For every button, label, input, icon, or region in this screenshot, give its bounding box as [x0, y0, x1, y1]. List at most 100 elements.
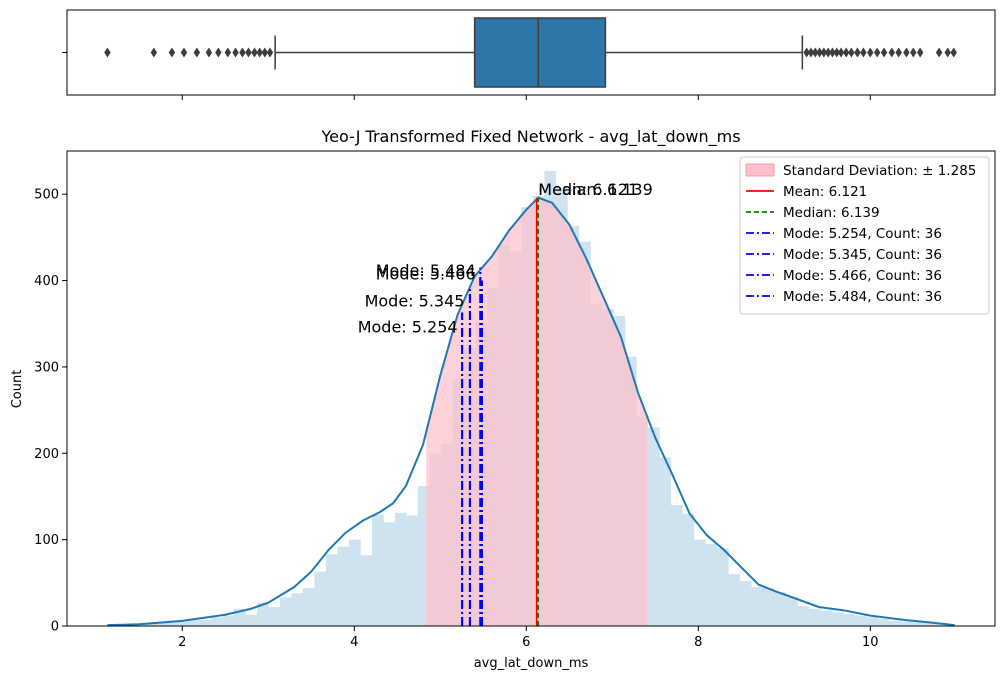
outlier-point: [910, 47, 917, 58]
outlier-point: [812, 47, 819, 58]
line-annotation: Median: 6.139: [538, 180, 652, 199]
boxplot-panel: [62, 9, 996, 100]
outlier-point: [807, 47, 815, 58]
legend-box: [739, 156, 990, 315]
histogram-bar: [245, 614, 258, 626]
histogram-bar: [877, 619, 890, 626]
outlier-point: [837, 47, 845, 58]
x-axis-label: avg_lat_down_ms: [474, 656, 589, 671]
histogram-bar: [889, 620, 902, 626]
histogram-bar: [762, 588, 775, 626]
histogram-bar: [164, 622, 177, 626]
histogram-bar: [199, 619, 212, 626]
outlier-point: [873, 47, 881, 58]
legend-label: Median: 6.139: [783, 205, 880, 221]
histogram-bar: [728, 574, 741, 626]
histogram-bar: [693, 539, 706, 626]
legend-label: Mode: 5.345, Count: 36: [783, 247, 942, 263]
line-annotation: Mode: 5.466: [376, 265, 476, 284]
outlier-point: [820, 47, 828, 58]
histogram-bar: [314, 571, 327, 626]
outlier-point: [803, 47, 810, 58]
chart-title: Yeo-J Transformed Fixed Network - avg_la…: [320, 127, 740, 147]
y-tick-label: 400: [34, 274, 59, 289]
outlier-point: [215, 47, 222, 58]
histogram-bar: [222, 615, 235, 626]
legend-label: Mean: 6.121: [783, 184, 867, 200]
outlier-point: [854, 47, 861, 58]
histogram-bar: [360, 555, 373, 626]
histogram-bar: [187, 619, 200, 626]
histogram-bar: [256, 602, 269, 626]
histogram-panel: Yeo-J Transformed Fixed Network - avg_la…: [10, 127, 996, 671]
outlier-point: [880, 47, 888, 58]
histogram-bar: [279, 597, 292, 626]
outlier-point: [180, 47, 188, 58]
histogram-bar: [383, 522, 396, 626]
histogram-bar: [670, 505, 683, 626]
histogram-bar: [291, 593, 304, 626]
histogram-bar: [325, 554, 338, 626]
histogram-bar: [785, 597, 798, 626]
x-tick-label: 6: [522, 635, 530, 650]
histogram-bar: [233, 608, 246, 626]
legend-label: Mode: 5.466, Count: 36: [783, 268, 942, 284]
histogram-bar: [682, 513, 695, 626]
histogram-bar: [797, 606, 810, 626]
histogram-bar: [808, 608, 821, 626]
line-annotation: Mean: 6.121: [538, 180, 638, 199]
histogram-bar: [371, 514, 384, 626]
outlier-point: [245, 47, 252, 58]
legend: Standard Deviation: ± 1.285 Mean: 6.121 Me…: [739, 156, 990, 315]
outlier-point: [224, 47, 232, 58]
outlier-point: [816, 47, 823, 58]
histogram-bar: [923, 622, 936, 626]
outlier-point: [232, 47, 239, 58]
x-tick-label: 10: [862, 635, 879, 650]
legend-label: Mode: 5.484, Count: 36: [783, 289, 942, 305]
histogram-bar: [843, 613, 856, 626]
histogram-bar: [176, 621, 189, 626]
outlier-point: [824, 47, 832, 58]
y-tick-label: 500: [34, 188, 59, 203]
outlier-point: [261, 47, 269, 58]
histogram-bar: [348, 539, 361, 626]
histogram-bar: [337, 546, 350, 626]
histogram-bar: [705, 543, 718, 626]
outlier-point: [251, 47, 258, 58]
histogram-bar: [854, 615, 867, 626]
legend-swatch: [745, 163, 775, 177]
outlier-point: [833, 47, 840, 58]
histogram-bar: [210, 617, 223, 626]
histogram-bar: [153, 623, 166, 626]
outlier-point: [944, 47, 951, 58]
y-tick-label: 300: [34, 360, 59, 375]
histogram-bar: [820, 610, 833, 626]
legend-label: Standard Deviation: ± 1.285: [783, 163, 976, 179]
outlier-point: [848, 47, 855, 58]
histogram-bar: [831, 612, 844, 626]
y-tick-label: 0: [51, 620, 59, 635]
histogram-bar: [912, 622, 925, 626]
histogram-bar: [417, 486, 430, 626]
legend-label: Mode: 5.254, Count: 36: [783, 226, 942, 242]
line-annotation: Mode: 5.484: [376, 261, 476, 280]
y-axis-label: Count: [10, 370, 25, 409]
outlier-point: [239, 47, 246, 58]
outlier-point: [266, 47, 274, 58]
outlier-point: [829, 47, 836, 58]
outlier-point: [895, 47, 902, 58]
histogram-bar: [716, 548, 729, 626]
x-tick-label: 2: [178, 635, 186, 650]
histogram-bar: [866, 617, 879, 626]
outlier-point: [867, 47, 874, 58]
outlier-point: [843, 47, 850, 58]
outlier-point: [935, 47, 943, 58]
histogram-bar: [659, 457, 672, 626]
x-tick-label: 4: [350, 635, 358, 650]
histogram-bar: [268, 607, 281, 626]
outlier-point: [104, 47, 111, 58]
outlier-point: [860, 47, 867, 58]
outlier-point: [205, 47, 213, 58]
outlier-point: [888, 47, 895, 58]
